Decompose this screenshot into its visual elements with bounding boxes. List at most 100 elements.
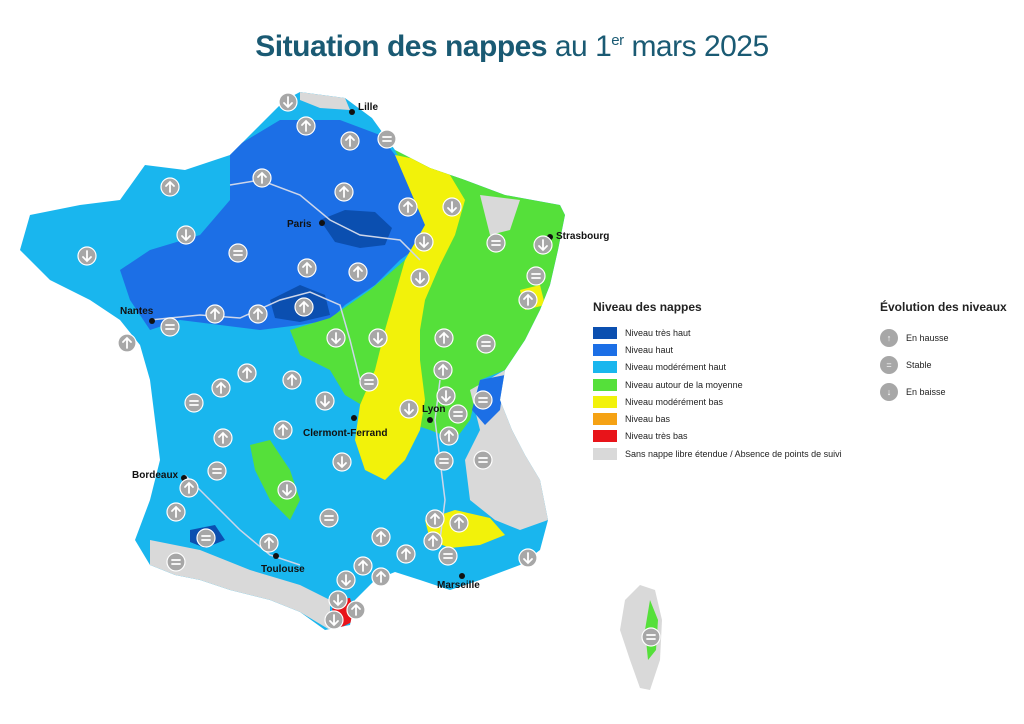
arrow-up-icon bbox=[273, 420, 293, 440]
title-date-sup: er bbox=[611, 32, 624, 49]
city-lille: Lille bbox=[349, 102, 378, 115]
city-marseille: Marseille bbox=[437, 573, 480, 591]
legend-level-label: Niveau modérément bas bbox=[625, 396, 724, 407]
arrow-up-icon bbox=[252, 168, 272, 188]
arrow-up-icon bbox=[371, 567, 391, 587]
zone-sans-nappe-north bbox=[300, 92, 350, 110]
city-strasbourg: Strasbourg bbox=[547, 231, 609, 242]
arrow-down-icon bbox=[278, 92, 298, 112]
legend-swatch bbox=[593, 343, 617, 356]
arrow-down-icon bbox=[414, 232, 434, 252]
legend-level-label: Niveau autour de la moyenne bbox=[625, 379, 743, 390]
svg-text:Toulouse: Toulouse bbox=[261, 564, 305, 575]
arrow-up-icon bbox=[259, 533, 279, 553]
city-nantes: Nantes bbox=[120, 306, 155, 324]
equals-icon: = bbox=[880, 355, 898, 374]
zone-niveau-moderement-bas-band bbox=[355, 155, 465, 480]
arrow-down-icon: ↓ bbox=[880, 382, 898, 401]
arrow-up-icon bbox=[439, 426, 459, 446]
arrow-up-icon bbox=[346, 600, 366, 620]
arrow-down-icon bbox=[332, 452, 352, 472]
legend-level-label: Niveau très bas bbox=[625, 431, 688, 442]
arrow-up-icon bbox=[117, 333, 137, 353]
equals-icon bbox=[434, 451, 454, 471]
arrow-up-icon bbox=[340, 131, 360, 151]
city-toulouse: Toulouse bbox=[261, 553, 305, 575]
equals-icon bbox=[207, 461, 227, 481]
zone-niveau-tres-haut-paris bbox=[320, 210, 392, 248]
arrow-up-icon bbox=[423, 531, 443, 551]
legend-evolution-des-niveaux: Évolution des niveaux ↑ En hausse = Stable ↓… bbox=[880, 300, 1020, 405]
arrow-down-icon bbox=[436, 386, 456, 406]
title-main: Situation des nappes bbox=[255, 30, 548, 63]
equals-icon bbox=[160, 317, 180, 337]
legend-level-label: Niveau haut bbox=[625, 344, 674, 355]
zone-niveau-moyenne-southwest bbox=[250, 440, 300, 520]
arrow-up-icon bbox=[353, 556, 373, 576]
arrow-down-icon bbox=[518, 548, 538, 568]
equals-icon bbox=[196, 528, 216, 548]
legend-evolution-label: En baisse bbox=[906, 386, 946, 397]
legend-swatch bbox=[593, 326, 617, 339]
arrow-up-icon bbox=[334, 182, 354, 202]
legend-swatch bbox=[593, 447, 617, 460]
arrow-up-icon bbox=[179, 478, 199, 498]
arrow-down-icon bbox=[336, 570, 356, 590]
equals-icon bbox=[476, 334, 496, 354]
arrow-up-icon bbox=[282, 370, 302, 390]
arrow-up-icon bbox=[449, 513, 469, 533]
arrow-down-icon bbox=[324, 610, 344, 630]
legend-swatch bbox=[593, 378, 617, 391]
legend-level-item: Niveau modérément bas bbox=[593, 393, 873, 410]
legend-level-label: Niveau modérément haut bbox=[625, 362, 727, 373]
svg-text:Lille: Lille bbox=[358, 102, 378, 113]
legend-swatch bbox=[593, 361, 617, 374]
legend-level-label: Niveau bas bbox=[625, 414, 671, 425]
equals-icon bbox=[486, 233, 506, 253]
arrow-up-icon bbox=[213, 428, 233, 448]
legend-evolution-item: ↓ En baisse bbox=[880, 378, 1020, 405]
legend-level-item: Niveau haut bbox=[593, 341, 873, 358]
arrow-down-icon bbox=[328, 590, 348, 610]
city-clermont-ferrand: Clermont-Ferrand bbox=[303, 415, 387, 439]
legend-evolution-label: En hausse bbox=[906, 332, 949, 343]
legend-level-item: Sans nappe libre étendue / Absence de po… bbox=[593, 445, 873, 462]
equals-icon bbox=[319, 508, 339, 528]
legend-evolution-item: ↑ En hausse bbox=[880, 324, 1020, 351]
equals-icon bbox=[377, 129, 397, 149]
arrow-down-icon bbox=[399, 399, 419, 419]
legend-level-item: Niveau autour de la moyenne bbox=[593, 376, 873, 393]
title-date-suffix: mars 2025 bbox=[631, 30, 769, 63]
equals-icon bbox=[526, 266, 546, 286]
legend-level-item: Niveau très haut bbox=[593, 324, 873, 341]
zone-sans-nappe-pyrenees bbox=[150, 540, 330, 630]
arrow-up-icon bbox=[348, 262, 368, 282]
trend-icons bbox=[77, 92, 661, 647]
legend-level-item: Niveau modérément haut bbox=[593, 359, 873, 376]
legend-niveau-des-nappes: Niveau des nappes Niveau très haut Niveau… bbox=[593, 300, 873, 462]
arrow-up-icon bbox=[297, 258, 317, 278]
svg-text:Bordeaux: Bordeaux bbox=[132, 470, 179, 481]
arrow-down-icon bbox=[315, 391, 335, 411]
legend-swatch bbox=[593, 413, 617, 426]
arrow-down-icon bbox=[410, 268, 430, 288]
legend-level-item: Niveau bas bbox=[593, 410, 873, 427]
arrow-up-icon bbox=[205, 304, 225, 324]
legend-evolution-title: Évolution des niveaux bbox=[880, 300, 1007, 314]
river-garonne bbox=[184, 474, 301, 566]
svg-text:Paris: Paris bbox=[287, 219, 312, 230]
arrow-up-icon bbox=[518, 290, 538, 310]
arrow-up-icon bbox=[166, 502, 186, 522]
arrow-down-icon bbox=[326, 328, 346, 348]
arrow-down-icon bbox=[277, 480, 297, 500]
arrow-up-icon bbox=[211, 378, 231, 398]
svg-text:Strasbourg: Strasbourg bbox=[556, 231, 609, 242]
equals-icon bbox=[473, 390, 493, 410]
legend-evolution-label: Stable bbox=[906, 359, 932, 370]
title-date-prefix: au 1 bbox=[554, 30, 612, 63]
legend-swatch bbox=[593, 395, 617, 408]
equals-icon bbox=[228, 243, 248, 263]
arrow-up-icon bbox=[371, 527, 391, 547]
arrow-up-icon: ↑ bbox=[880, 328, 898, 347]
